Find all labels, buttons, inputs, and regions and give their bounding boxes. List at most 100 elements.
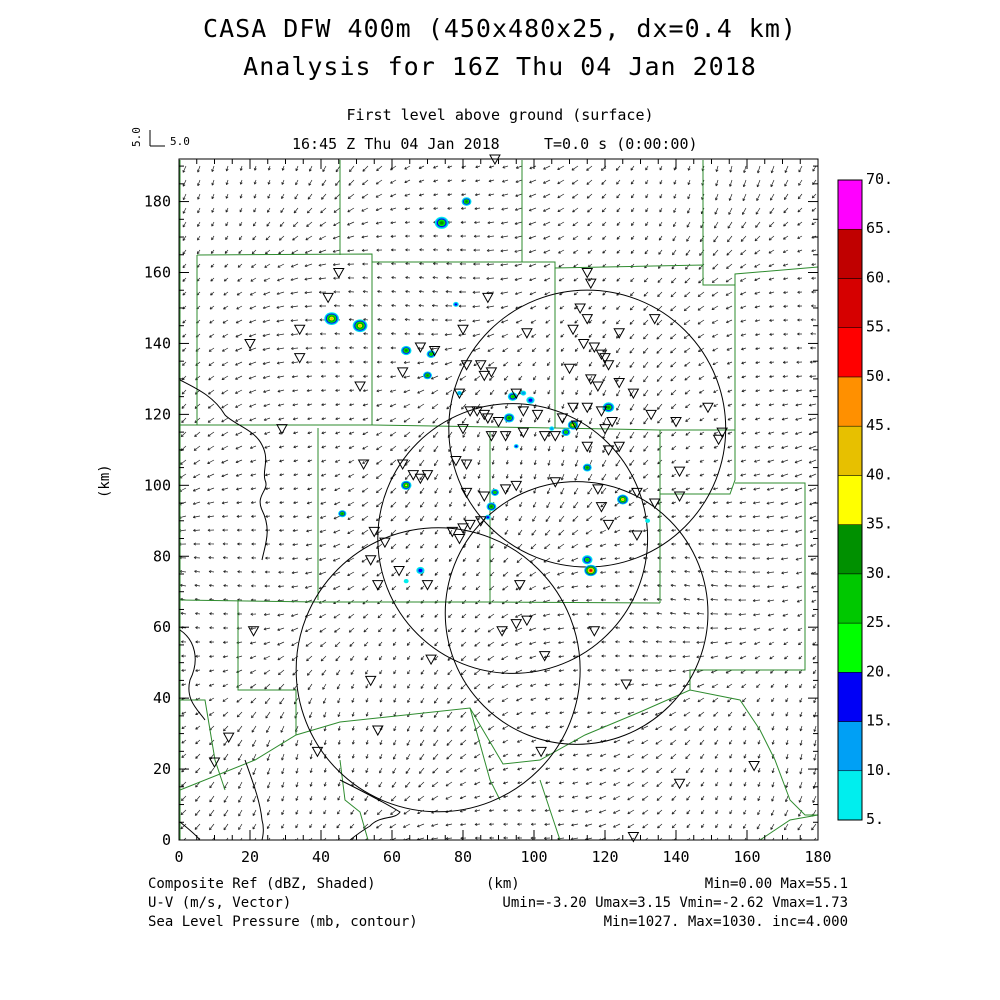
station-marker — [474, 360, 487, 371]
station-marker — [538, 651, 551, 662]
station-marker — [247, 626, 260, 637]
reflectivity-echo — [352, 319, 368, 333]
colorbar-label: 40. — [866, 465, 893, 483]
x-tick-label: 40 — [312, 848, 330, 866]
wind-vectors — [179, 165, 817, 840]
colorbar-label: 5. — [866, 810, 884, 828]
station-marker — [371, 580, 384, 591]
station-marker — [332, 268, 345, 279]
station-marker — [588, 342, 601, 354]
radar-range-ring — [444, 481, 709, 745]
station-marker — [595, 406, 608, 417]
y-tick-label: 20 — [153, 760, 171, 778]
station-marker — [446, 526, 459, 538]
reflectivity-echo — [484, 514, 491, 520]
colorbar-swatch — [837, 327, 863, 378]
y-tick-label: 0 — [162, 831, 171, 849]
y-axis-label: (km) — [97, 464, 113, 498]
station-marker — [464, 406, 476, 417]
station-marker — [474, 516, 487, 527]
surface-stations — [208, 154, 760, 843]
station-marker — [364, 675, 377, 687]
station-marker — [457, 324, 469, 336]
county-boundary — [179, 689, 818, 816]
y-tick-label: 140 — [144, 334, 171, 352]
footer-stats-pressure: Min=1027. Max=1030. inc=4.000 — [603, 914, 848, 930]
x-tick-label: 60 — [383, 848, 401, 866]
lake-outline — [244, 759, 264, 840]
station-marker — [293, 353, 306, 364]
station-marker — [354, 381, 366, 393]
station-marker — [208, 757, 221, 768]
colorbar-label: 60. — [866, 268, 893, 286]
station-marker — [510, 480, 523, 492]
station-marker — [584, 374, 597, 385]
station-marker — [460, 360, 473, 371]
colorbar-label: 55. — [866, 318, 893, 336]
lake-outline — [339, 779, 401, 840]
x-tick-label: 20 — [241, 848, 259, 866]
station-marker — [581, 402, 594, 414]
station-marker — [613, 328, 626, 339]
level-label: First level above ground (surface) — [346, 106, 654, 124]
reflectivity-echo — [582, 463, 592, 472]
radar-range-ring — [448, 289, 727, 568]
station-marker — [517, 406, 530, 417]
station-marker — [592, 381, 604, 393]
station-marker — [311, 746, 324, 758]
reflectivity-echo — [617, 494, 629, 505]
county-boundary — [660, 430, 736, 495]
footer-stats-wind: Umin=-3.20 Umax=3.15 Vmin=-2.62 Vmax=1.7… — [502, 895, 848, 911]
y-tick-label: 100 — [144, 476, 171, 494]
y-tick-label: 80 — [153, 547, 171, 565]
station-marker — [531, 409, 544, 421]
station-marker — [407, 470, 420, 481]
station-marker — [648, 498, 661, 510]
station-marker — [670, 416, 682, 428]
station-marker — [450, 455, 462, 467]
station-marker — [471, 406, 484, 417]
reflectivity-echo — [423, 371, 432, 380]
valid-time-label: 16:45 Z Thu 04 Jan 2018 — [292, 135, 500, 153]
station-marker — [489, 154, 501, 166]
x-tick-label: 160 — [733, 848, 760, 866]
station-marker — [244, 338, 256, 350]
radar-range-rings — [295, 289, 727, 813]
county-boundary — [180, 699, 226, 791]
colorbar-swatch — [837, 475, 863, 525]
colorbar-swatch — [837, 425, 863, 476]
station-marker — [379, 537, 391, 549]
y-tick-label: 160 — [144, 264, 171, 282]
y-tick-label: 60 — [153, 618, 171, 636]
radar-range-ring — [295, 527, 581, 813]
reflectivity-echo — [584, 564, 598, 577]
station-marker — [421, 580, 434, 591]
station-marker — [364, 555, 377, 566]
colorbar-label: 25. — [866, 613, 893, 631]
station-marker — [510, 619, 523, 630]
station-marker — [222, 732, 235, 744]
reflectivity-echo — [549, 426, 555, 431]
colorbar-label: 15. — [866, 712, 893, 730]
station-marker — [538, 431, 551, 442]
station-marker — [453, 388, 466, 400]
station-marker — [613, 441, 626, 453]
reflectivity-echo — [581, 555, 593, 565]
colorbar-label: 50. — [866, 367, 893, 385]
station-marker — [645, 409, 657, 421]
footer-field-pressure: Sea Level Pressure (mb, contour) — [148, 914, 418, 930]
y-tick-label: 120 — [144, 405, 171, 423]
station-marker — [460, 487, 473, 499]
reflectivity-echo — [507, 392, 518, 401]
colorbar-swatch — [837, 278, 863, 328]
station-marker — [595, 502, 608, 513]
wind-vector-field — [179, 165, 817, 840]
map-subtitle: Analysis for 16Z Thu 04 Jan 2018 — [243, 52, 757, 81]
station-marker — [460, 459, 473, 471]
station-marker — [496, 626, 508, 637]
county-boundary — [339, 759, 369, 840]
station-marker — [393, 565, 405, 577]
colorbar-label: 30. — [866, 564, 893, 582]
station-marker — [521, 615, 533, 627]
reflectivity-echo — [426, 350, 436, 358]
